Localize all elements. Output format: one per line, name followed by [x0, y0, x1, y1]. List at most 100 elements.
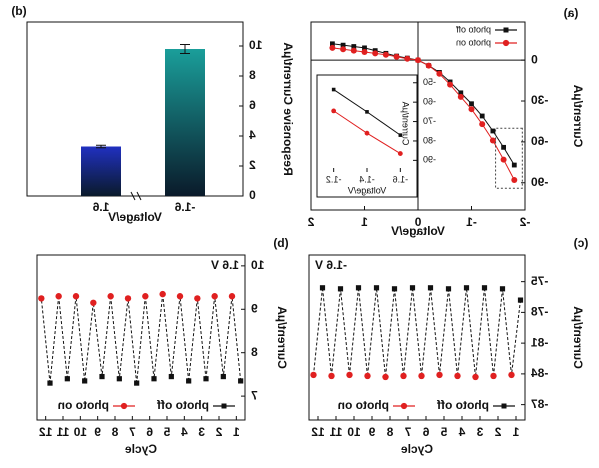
- x-tick-label: 11: [56, 425, 69, 439]
- marker: [194, 295, 201, 302]
- marker: [404, 55, 411, 62]
- marker: [340, 42, 346, 48]
- zigzag-segment: [110, 296, 120, 379]
- y-tick-label: 0: [249, 188, 256, 202]
- marker: [499, 286, 506, 292]
- marker: [503, 27, 509, 33]
- legend-label: photo on: [338, 398, 389, 412]
- zigzag-segment: [75, 296, 86, 381]
- zigzag-segment: [493, 288, 503, 376]
- legend-label: photo off: [156, 398, 209, 412]
- y-axis-title: Current/μA: [571, 306, 585, 369]
- zigzag-segment: [170, 296, 181, 377]
- zigzag-segment: [127, 298, 138, 384]
- marker: [382, 373, 389, 381]
- bar: [81, 146, 121, 196]
- marker: [90, 299, 97, 306]
- x-tick-label: 7: [129, 425, 136, 439]
- y-tick-label: -60: [531, 134, 549, 148]
- marker: [176, 293, 184, 300]
- marker: [337, 286, 344, 292]
- y-tick-label: 7: [251, 388, 258, 402]
- legend-label: photo off: [456, 24, 491, 34]
- zigzag-segment: [222, 296, 233, 377]
- marker: [372, 50, 379, 57]
- marker: [457, 93, 464, 100]
- marker: [500, 156, 507, 163]
- marker: [469, 101, 474, 107]
- y-tick-label: -78: [531, 305, 549, 319]
- marker: [328, 372, 335, 380]
- zigzag-segment: [66, 296, 77, 379]
- error-bar: [96, 144, 106, 149]
- x-tick-label: 6: [146, 425, 153, 439]
- marker: [72, 293, 80, 300]
- marker: [64, 376, 70, 382]
- y-tick-label: -81: [531, 335, 549, 349]
- zigzag-segment: [214, 296, 224, 377]
- marker: [418, 372, 425, 380]
- marker: [397, 151, 403, 156]
- legend-label: photo off: [436, 398, 489, 412]
- zigzag-segment: [136, 296, 146, 384]
- annotation: -1.6 V: [315, 258, 347, 272]
- x-tick-label: 2: [307, 215, 314, 229]
- marker: [168, 373, 174, 380]
- x-tick-label: 3: [476, 425, 483, 439]
- y-tick-label: 8: [251, 345, 258, 359]
- zigzag-segment: [118, 298, 129, 379]
- marker: [427, 285, 434, 291]
- marker: [502, 39, 510, 47]
- marker: [481, 285, 488, 291]
- marker: [120, 402, 128, 410]
- panel-label: (c): [574, 236, 589, 250]
- marker: [362, 45, 367, 51]
- marker: [490, 128, 496, 134]
- annotation: 1.6 V: [211, 258, 239, 272]
- mirrored-figure: -2-1012Voltage/V-90-60-300Current/μA(a)p…: [11, 4, 588, 456]
- marker: [517, 297, 524, 303]
- x-axis-title: Voltage/V: [108, 210, 162, 224]
- marker: [447, 81, 454, 88]
- zigzag-segment: [502, 288, 512, 375]
- marker: [501, 403, 507, 409]
- zigzag-segment: [340, 288, 350, 375]
- x-tick-label: 12: [39, 425, 53, 439]
- x-tick-label: 8: [386, 425, 393, 439]
- marker: [489, 137, 496, 144]
- x-tick-label: -1: [466, 215, 477, 229]
- y-tick-label: -75: [531, 274, 549, 288]
- marker: [350, 47, 357, 54]
- marker: [310, 371, 317, 379]
- y-tick-label: -60: [423, 97, 436, 107]
- zigzag-segment: [58, 296, 68, 379]
- marker: [425, 62, 432, 69]
- marker: [436, 70, 443, 77]
- y-tick-label: -30: [531, 93, 549, 107]
- marker: [463, 285, 470, 291]
- marker: [445, 286, 452, 292]
- x-tick-label: 5: [163, 425, 170, 439]
- marker: [501, 144, 506, 150]
- x-tick-label: 0: [414, 215, 421, 229]
- zigzag-segment: [101, 296, 112, 377]
- marker: [340, 46, 347, 53]
- x-tick-label: 2: [215, 425, 222, 439]
- zigzag-segment: [162, 294, 172, 377]
- marker: [346, 371, 353, 379]
- y-tick-label: -50: [423, 77, 436, 87]
- marker: [329, 44, 336, 51]
- panel-label: (b): [273, 236, 288, 250]
- marker: [490, 372, 497, 380]
- marker: [472, 373, 479, 381]
- y-tick-label: 10: [249, 38, 263, 52]
- marker: [186, 378, 192, 384]
- x-axis-title: Cycle: [125, 442, 157, 456]
- zigzag-segment: [511, 300, 521, 375]
- marker: [409, 285, 416, 291]
- marker: [400, 372, 407, 380]
- y-tick-label: 9: [251, 301, 258, 315]
- zigzag-segment: [153, 294, 164, 379]
- y-tick-label: -87: [531, 397, 549, 411]
